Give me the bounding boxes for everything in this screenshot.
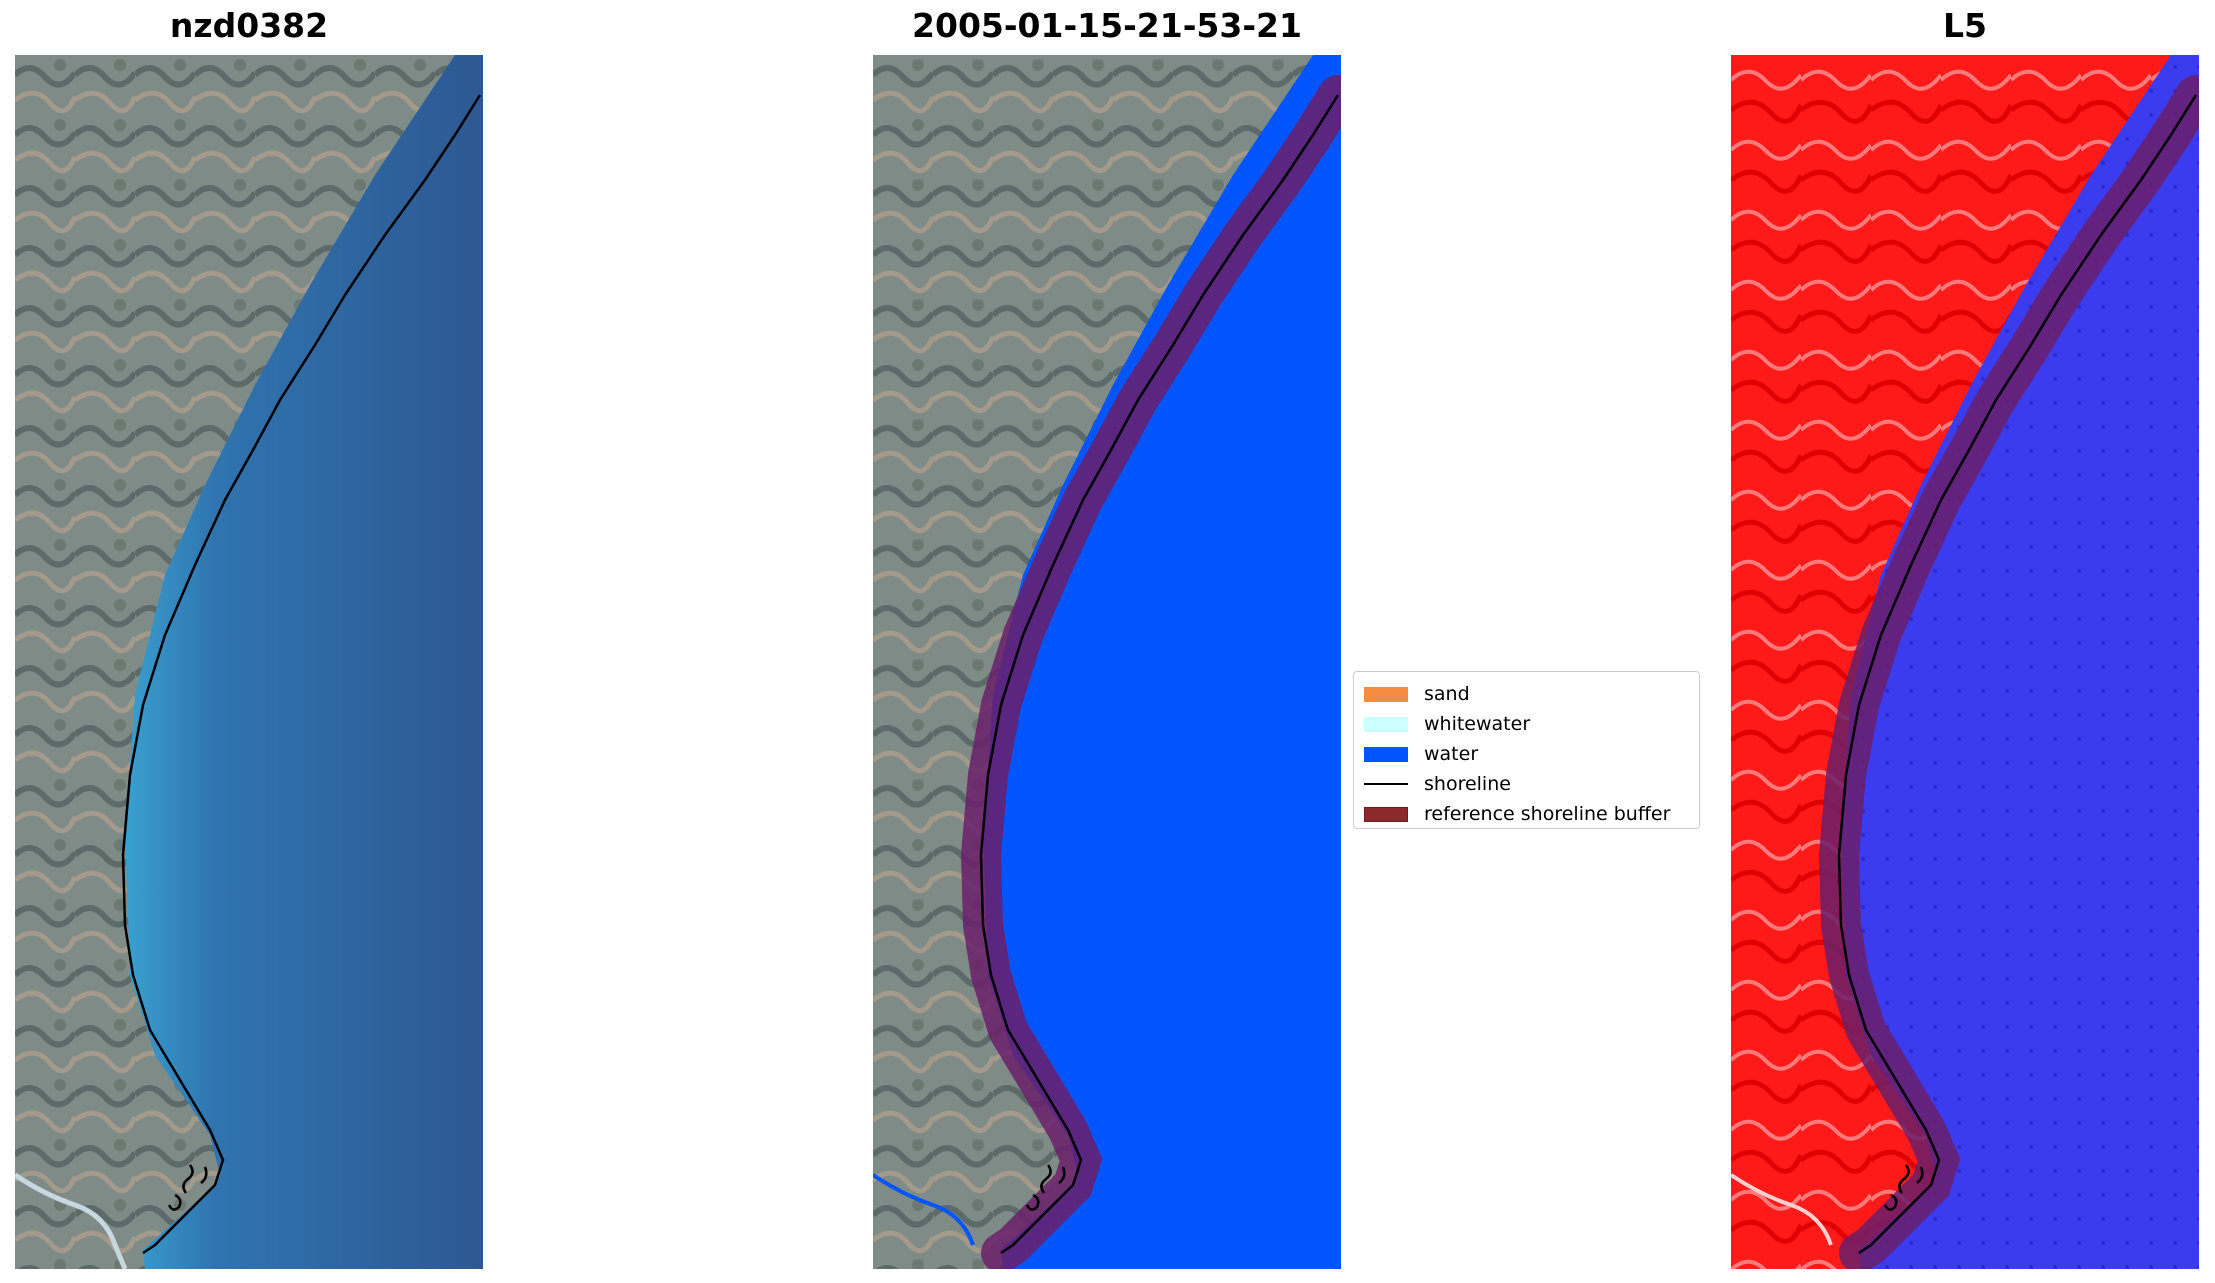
- river: [15, 1172, 128, 1269]
- legend-swatch-buffer: [1364, 806, 1408, 822]
- legend-swatch-whitewater: [1364, 716, 1408, 732]
- legend-label: sand: [1424, 683, 1470, 705]
- legend-label: whitewater: [1424, 713, 1531, 735]
- shoreline-line: [979, 94, 1340, 1255]
- panel-title-classified: 2005-01-15-21-53-21: [912, 6, 1302, 45]
- legend-label: water: [1424, 743, 1479, 765]
- shoreline-line: [121, 94, 482, 1255]
- river-class: [873, 1173, 975, 1246]
- shoreline-squiggle: [167, 1164, 208, 1211]
- legend-swatch-water: [1364, 746, 1408, 762]
- legend-item-whitewater: whitewater: [1364, 709, 1689, 739]
- legend-item-shoreline: shoreline: [1364, 769, 1689, 799]
- panel-title-satellite: L5: [1943, 6, 1987, 45]
- legend-swatch-sand: [1364, 686, 1408, 702]
- classified-image-panel: [873, 55, 1341, 1269]
- sea-area: [125, 55, 483, 1269]
- panel-title-rgb: nzd0382: [169, 6, 329, 45]
- legend-swatch-shoreline: [1364, 783, 1408, 785]
- classified-satellite-image: [873, 55, 1341, 1269]
- shoreline-squiggle: [1883, 1164, 1924, 1211]
- rgb-image-panel: [15, 55, 483, 1269]
- legend: sand whitewater water shoreline referenc…: [1353, 671, 1700, 829]
- legend-item-sand: sand: [1364, 679, 1689, 709]
- l5-image-panel: [1731, 55, 2199, 1269]
- rgb-satellite-image: [15, 55, 483, 1269]
- shoreline-line: [1837, 94, 2198, 1255]
- water-area: [1841, 55, 2199, 1269]
- legend-label: shoreline: [1424, 773, 1511, 795]
- water-class-area: [983, 55, 1341, 1269]
- legend-item-water: water: [1364, 739, 1689, 769]
- l5-index-image: [1731, 55, 2199, 1269]
- river: [1731, 1173, 1833, 1246]
- shoreline-squiggle: [1025, 1164, 1066, 1211]
- legend-item-buffer: reference shoreline buffer: [1364, 799, 1689, 829]
- legend-label: reference shoreline buffer: [1424, 803, 1671, 825]
